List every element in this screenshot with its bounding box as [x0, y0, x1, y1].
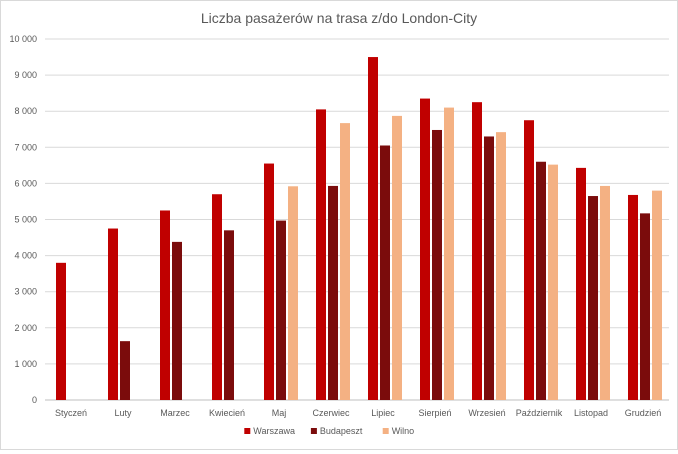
gridlines [45, 38, 669, 401]
bar-warszawa-4 [264, 163, 274, 400]
legend: Warszawa Budapeszt Wilno [244, 426, 414, 436]
bar-warszawa-7 [420, 98, 430, 400]
bar-wilno-11 [652, 190, 662, 400]
bar-budapeszt-11 [640, 213, 650, 400]
legend-swatch-budapeszt [310, 428, 317, 434]
y-tick-label: 8 000 [14, 106, 37, 116]
legend-swatch-warszawa [244, 428, 251, 434]
bar-wilno-8 [496, 132, 506, 400]
x-tick-label: Grudzień [625, 408, 662, 418]
y-tick-label: 7 000 [14, 142, 37, 152]
bar-budapeszt-4 [276, 220, 286, 400]
x-tick-label: Marzec [160, 408, 190, 418]
bar-warszawa-9 [524, 120, 534, 400]
bar-wilno-9 [548, 164, 558, 400]
bar-warszawa-8 [472, 102, 482, 401]
y-tick-label: 1 000 [14, 359, 37, 369]
y-tick-label: 3 000 [14, 287, 37, 297]
bar-warszawa-1 [108, 228, 118, 400]
y-tick-label: 4 000 [14, 251, 37, 261]
bar-warszawa-3 [212, 194, 222, 400]
y-tick-label: 0 [32, 395, 37, 405]
x-tick-label: Maj [272, 408, 287, 418]
x-axis-ticks: Styczeń Luty Marzec Kwiecień Maj Czerwiec Lipi… [55, 408, 661, 418]
x-tick-label: Luty [114, 408, 132, 418]
bar-wilno-6 [392, 115, 402, 400]
bar-warszawa-11 [628, 194, 638, 400]
legend-label-wilno: Wilno [392, 426, 415, 436]
legend-label-budapeszt: Budapeszt [320, 426, 363, 436]
x-tick-label: Październik [516, 408, 563, 418]
bar-budapeszt-5 [328, 185, 338, 400]
bar-budapeszt-7 [432, 129, 442, 401]
bar-budapeszt-9 [536, 161, 546, 400]
bar-budapeszt-10 [588, 196, 598, 400]
bar-budapeszt-2 [172, 241, 182, 400]
legend-swatch-wilno [382, 428, 389, 434]
x-tick-label: Wrzesień [468, 408, 505, 418]
y-tick-label: 9 000 [14, 70, 37, 80]
y-tick-label: 6 000 [14, 178, 37, 188]
bar-budapeszt-8 [484, 136, 494, 400]
bar-warszawa-5 [316, 109, 326, 401]
bar-warszawa-10 [576, 167, 586, 400]
x-tick-label: Czerwiec [312, 408, 350, 418]
legend-label-warszawa: Warszawa [253, 426, 295, 436]
bar-wilno-5 [340, 123, 350, 400]
bar-budapeszt-3 [224, 230, 234, 400]
y-tick-label: 5 000 [14, 215, 37, 225]
y-tick-label: 10 000 [9, 34, 37, 44]
x-tick-label: Styczeń [55, 408, 87, 418]
y-axis-ticks: 0 1 000 2 000 3 000 4 000 5 000 6 000 7 000 8 00… [9, 34, 37, 405]
bar-warszawa-2 [160, 210, 170, 400]
bars [56, 57, 662, 401]
y-tick-label: 2 000 [14, 323, 37, 333]
x-tick-label: Kwiecień [209, 408, 245, 418]
x-tick-label: Listopad [574, 408, 608, 418]
x-tick-label: Sierpień [418, 408, 451, 418]
bar-wilno-4 [288, 186, 298, 400]
x-tick-label: Lipiec [371, 408, 395, 418]
bar-wilno-10 [600, 185, 610, 400]
bar-warszawa-6 [368, 57, 378, 401]
chart-title: Liczba pasażerów na trasa z/do London-Ci… [201, 10, 477, 26]
bar-budapeszt-6 [380, 145, 390, 400]
bar-wilno-7 [444, 107, 454, 400]
bar-budapeszt-1 [120, 341, 130, 400]
bar-warszawa-0 [56, 262, 66, 400]
